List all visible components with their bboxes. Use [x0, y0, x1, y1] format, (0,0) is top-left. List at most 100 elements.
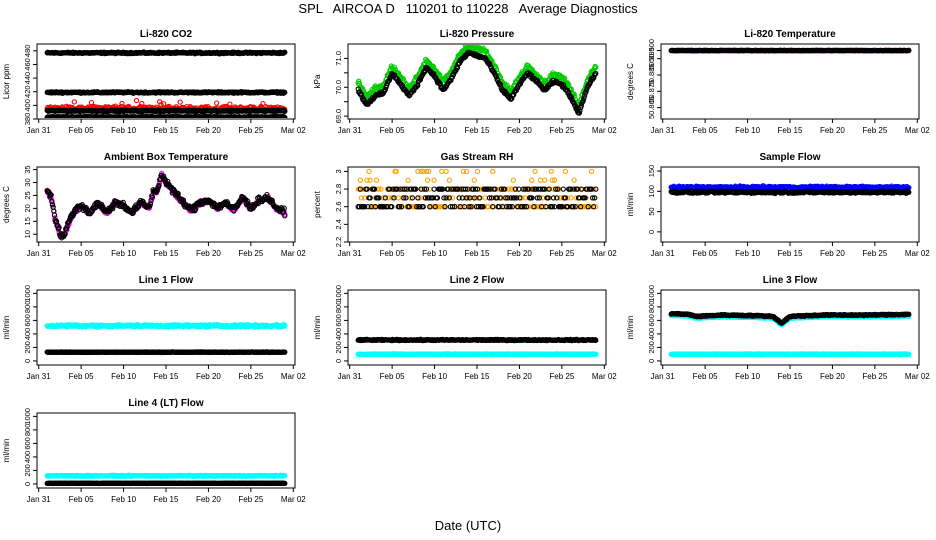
chart-title: Li-820 Pressure — [440, 29, 515, 40]
data-point — [513, 87, 520, 94]
data-point — [464, 195, 470, 201]
data-point — [431, 186, 437, 192]
data-point — [253, 201, 259, 208]
data-point — [133, 97, 140, 104]
data-point — [418, 186, 424, 192]
data-point — [532, 168, 538, 175]
data-point — [402, 186, 408, 192]
y-tick-label: 70.0 — [334, 80, 343, 95]
data-point — [146, 204, 152, 210]
x-tick-label: Feb 15 — [154, 249, 179, 258]
data-point — [177, 99, 183, 105]
x-tick-label: Feb 05 — [693, 126, 718, 135]
y-tick-label: 380 — [23, 113, 32, 126]
data-point — [472, 186, 479, 192]
data-point — [537, 177, 544, 183]
data-point — [358, 92, 365, 98]
y-tick-label: 35 — [23, 165, 32, 173]
data-point — [571, 186, 577, 192]
y-tick-label: 460 — [23, 58, 32, 71]
data-point — [505, 195, 511, 201]
y-tick-label: 400 — [23, 99, 32, 112]
data-point — [280, 113, 287, 118]
data-point — [395, 195, 401, 201]
data-point — [534, 195, 540, 201]
data-point — [494, 195, 500, 201]
data-point — [572, 204, 578, 210]
data-point — [496, 204, 502, 210]
data-point — [427, 204, 433, 210]
data-point — [513, 195, 520, 201]
x-tick-label: Feb 20 — [196, 249, 221, 258]
data-point — [357, 186, 364, 192]
data-point — [462, 186, 469, 192]
data-point — [149, 194, 156, 201]
data-point — [49, 198, 55, 205]
data-point — [473, 195, 480, 201]
x-tick-label: Feb 20 — [820, 126, 845, 135]
data-point — [362, 204, 368, 210]
data-point — [282, 108, 288, 114]
x-tick-label: Feb 25 — [238, 126, 263, 135]
x-tick-label: Feb 20 — [507, 249, 532, 258]
data-point — [492, 186, 498, 192]
data-point — [415, 168, 421, 175]
data-point — [490, 168, 496, 175]
data-point — [446, 177, 452, 183]
data-point — [523, 204, 530, 210]
data-point — [391, 64, 398, 70]
x-tick-label: Feb 05 — [69, 126, 94, 135]
data-point — [432, 204, 438, 210]
data-point — [47, 192, 54, 199]
data-point — [582, 195, 588, 201]
data-point — [446, 195, 452, 201]
data-point — [422, 195, 429, 201]
data-point — [593, 186, 599, 192]
data-point — [420, 204, 426, 210]
data-point — [568, 195, 574, 201]
series-temp-black — [668, 47, 912, 54]
data-point — [423, 168, 430, 175]
y-axis-label: degrees C — [2, 186, 11, 223]
data-point — [495, 77, 501, 83]
data-point — [580, 98, 586, 104]
data-point — [282, 49, 288, 55]
x-tick-label: Feb 15 — [154, 126, 179, 135]
data-point — [382, 195, 388, 201]
data-point — [555, 186, 561, 192]
y-tick-label: 3 — [334, 169, 343, 173]
data-point — [409, 195, 416, 201]
y-axis-label: kPa — [313, 74, 322, 88]
data-point — [568, 186, 574, 192]
data-point — [449, 204, 456, 210]
x-tick-label: Feb 05 — [380, 126, 405, 135]
data-point — [439, 168, 445, 175]
x-tick-label: Feb 10 — [422, 126, 447, 135]
data-point — [485, 186, 492, 192]
x-tick-label: Jan 31 — [27, 249, 52, 258]
data-point — [355, 86, 361, 92]
data-point — [590, 204, 597, 210]
x-tick-label: Feb 25 — [862, 126, 887, 135]
data-point — [474, 186, 481, 192]
data-point — [157, 99, 163, 105]
data-point — [365, 204, 371, 210]
data-point — [536, 195, 543, 201]
data-point — [282, 213, 288, 219]
data-point — [477, 195, 483, 201]
data-point — [393, 168, 399, 175]
data-point — [562, 168, 569, 175]
series-cal-high — [44, 49, 288, 57]
data-point — [519, 195, 525, 201]
y-tick-label: 50.865 — [647, 96, 656, 119]
y-tick-label: 50.885 — [647, 64, 656, 87]
data-point — [560, 186, 566, 192]
data-point — [581, 95, 587, 101]
data-point — [482, 195, 488, 201]
x-tick-label: Feb 15 — [465, 126, 490, 135]
y-axis-label: percent — [313, 190, 322, 217]
y-axis-label: Licor ppm — [2, 64, 11, 99]
